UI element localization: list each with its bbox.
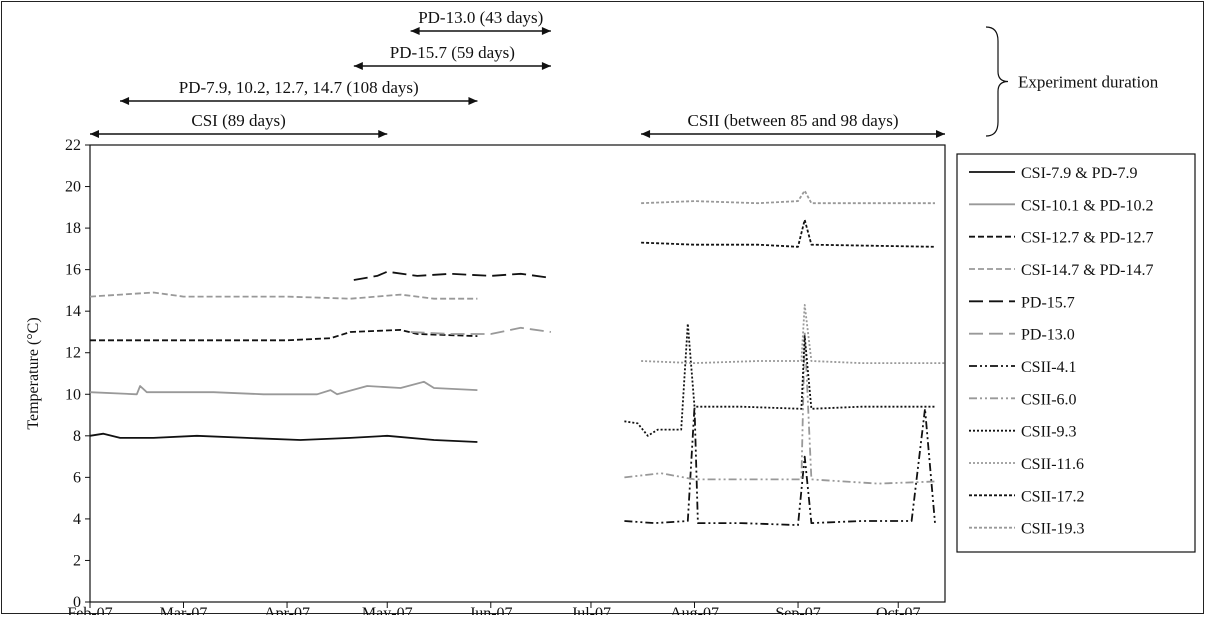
series-line: [410, 326, 552, 335]
x-tick-label: Sep-07: [775, 605, 820, 615]
duration-arrow-head-left: [120, 97, 130, 105]
series-line: [353, 270, 552, 281]
legend-label: CSI-12.7 & PD-12.7: [1021, 230, 1153, 247]
y-tick-label: 12: [65, 345, 81, 362]
series-line: [89, 380, 478, 396]
legend-label: PD-15.7: [1021, 294, 1075, 311]
x-tick-label: Jun-07: [469, 605, 513, 615]
y-tick-label: 18: [65, 220, 81, 237]
legend-label: CSII-11.6: [1021, 456, 1084, 473]
legend-label: PD-13.0: [1021, 327, 1075, 344]
series-line: [90, 328, 478, 342]
x-tick-label: Aug-07: [670, 605, 719, 615]
y-tick-label: 4: [73, 511, 81, 528]
duration-label: CSII (between 85 and 98 days): [688, 111, 899, 130]
x-tick-label: Mar-07: [160, 605, 208, 615]
duration-arrow-head-left: [641, 130, 651, 138]
x-tick-label: Apr-07: [264, 605, 310, 615]
y-tick-label: 2: [73, 552, 81, 569]
series-line: [89, 291, 478, 300]
y-tick-label: 10: [65, 386, 81, 403]
x-tick-label: May-07: [362, 605, 413, 615]
legend-label: CSII-9.3: [1021, 424, 1077, 441]
y-tick-label: 22: [65, 137, 81, 154]
duration-label: CSI (89 days): [191, 111, 285, 130]
duration-arrow-head-right: [541, 62, 551, 70]
duration-arrow-head-left: [353, 62, 363, 70]
series-line: [89, 432, 478, 443]
plot-area-frame: [89, 144, 946, 603]
duration-arrow-head-left: [410, 27, 420, 35]
y-tick-label: 14: [65, 303, 81, 320]
legend-label: CSII-17.2: [1021, 488, 1085, 505]
x-tick-label: Feb-07: [67, 605, 112, 615]
series-line: [641, 189, 935, 205]
legend-label: CSI-10.1 & PD-10.2: [1021, 197, 1153, 214]
legend-box: [956, 153, 1196, 553]
duration-label: PD-13.0 (43 days): [418, 8, 543, 27]
series-line: [624, 322, 935, 437]
legend-label: CSII-19.3: [1021, 521, 1085, 538]
duration-arrow-head-right: [936, 130, 945, 138]
y-tick-label: 8: [73, 428, 81, 445]
experiment-duration-label: Experiment duration: [1018, 73, 1159, 92]
duration-label: PD-15.7 (59 days): [390, 43, 515, 62]
duration-arrow-head-right: [468, 97, 478, 105]
series-line: [641, 218, 936, 248]
legend-label: CSII-6.0: [1021, 391, 1077, 408]
x-tick-label: Jul-07: [571, 605, 611, 615]
y-tick-label: 16: [65, 262, 81, 279]
y-tick-label: 20: [65, 179, 81, 196]
duration-arrow-head-right: [378, 130, 388, 138]
series-line: [641, 303, 945, 365]
duration-arrow-head-left: [90, 130, 99, 138]
legend-label: CSII-4.1: [1021, 359, 1077, 376]
y-axis-label: Temperature (°C): [25, 317, 42, 429]
experiment-brace: [985, 26, 1009, 137]
y-tick-label: 0: [73, 594, 81, 611]
legend-label: CSI-14.7 & PD-14.7: [1021, 262, 1153, 279]
duration-label: PD-7.9, 10.2, 12.7, 14.7 (108 days): [179, 78, 419, 97]
duration-arrow-head-right: [541, 27, 551, 35]
y-tick-label: 6: [73, 469, 81, 486]
legend-label: CSI-7.9 & PD-7.9: [1021, 165, 1137, 182]
series-line: [624, 405, 936, 526]
x-tick-label: Oct-07: [876, 605, 920, 615]
series-line: [624, 331, 936, 485]
